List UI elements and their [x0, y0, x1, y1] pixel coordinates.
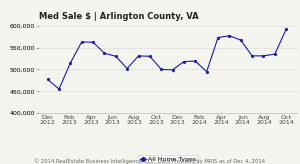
Text: Med Sale $ | Arlington County, VA: Med Sale $ | Arlington County, VA [39, 11, 199, 20]
Legend: All Home Types: All Home Types [138, 155, 198, 163]
Text: © 2014 RealEstate Business Intelligence, LLC. Data Provided by MRIS as of Dec 4,: © 2014 RealEstate Business Intelligence,… [34, 159, 266, 164]
